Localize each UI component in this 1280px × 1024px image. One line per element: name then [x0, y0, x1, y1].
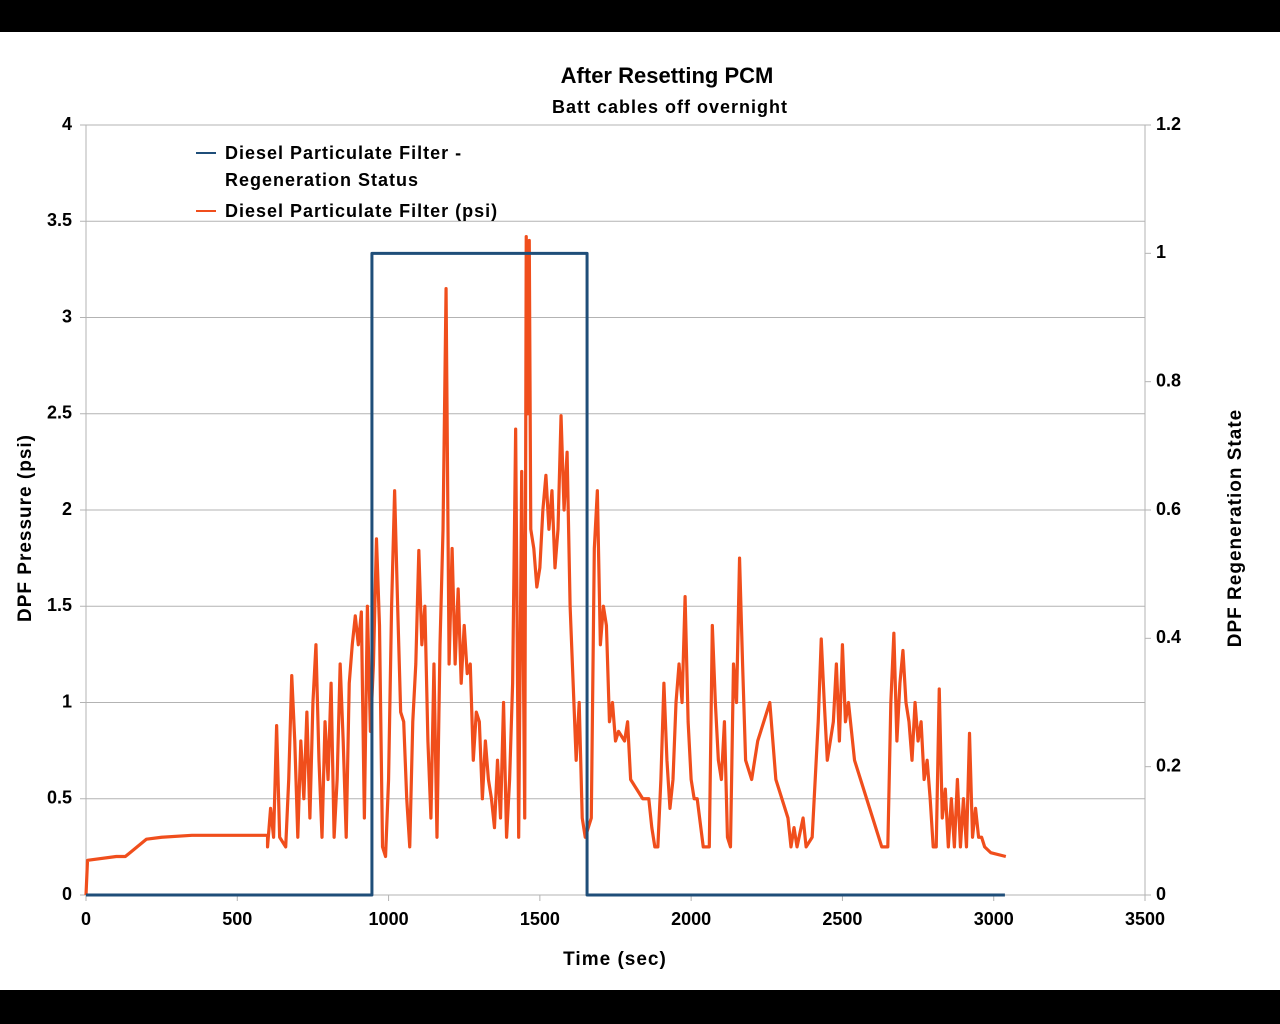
y-tick-label: 0.5 — [47, 788, 72, 808]
x-tick-label: 1000 — [369, 909, 409, 929]
y2-tick-label: 0.8 — [1156, 370, 1181, 390]
y2-tick-label: 1.2 — [1156, 114, 1181, 134]
x-tick-label: 2500 — [822, 909, 862, 929]
x-tick-label: 0 — [81, 909, 91, 929]
y2-tick-label: 0.4 — [1156, 627, 1181, 647]
x-tick-label: 500 — [222, 909, 252, 929]
chart-subtitle: Batt cables off overnight — [552, 97, 788, 117]
y2-tick-label: 0.2 — [1156, 755, 1181, 775]
data-line — [84, 235, 1007, 896]
y2-tick-label: 1 — [1156, 242, 1166, 262]
y-tick-label: 3 — [62, 306, 72, 326]
y2-axis-title: DPF Regeneration State — [1225, 409, 1246, 647]
legend-label: Diesel Particulate Filter - Regeneration… — [225, 143, 463, 190]
y-tick-label: 3.5 — [47, 210, 72, 230]
y-tick-label: 1 — [62, 691, 72, 711]
y-tick-label: 4 — [62, 114, 72, 134]
y-axis-title: DPF Pressure (psi) — [15, 434, 36, 622]
x-axis-title: Time (sec) — [563, 949, 667, 970]
data-line — [86, 251, 1005, 897]
y-tick-label: 1.5 — [47, 595, 72, 615]
background — [0, 32, 1280, 990]
y2-tick-label: 0.6 — [1156, 499, 1181, 519]
chart-title: After Resetting PCM — [561, 63, 774, 88]
x-tick-label: 3000 — [974, 909, 1014, 929]
y-tick-label: 0 — [62, 884, 72, 904]
y-tick-label: 2 — [62, 499, 72, 519]
x-tick-label: 1500 — [520, 909, 560, 929]
legend-label: Diesel Particulate Filter (psi) — [225, 201, 499, 221]
x-tick-label: 2000 — [671, 909, 711, 929]
x-tick-label: 3500 — [1125, 909, 1165, 929]
y-tick-label: 2.5 — [47, 403, 72, 423]
y2-tick-label: 0 — [1156, 884, 1166, 904]
